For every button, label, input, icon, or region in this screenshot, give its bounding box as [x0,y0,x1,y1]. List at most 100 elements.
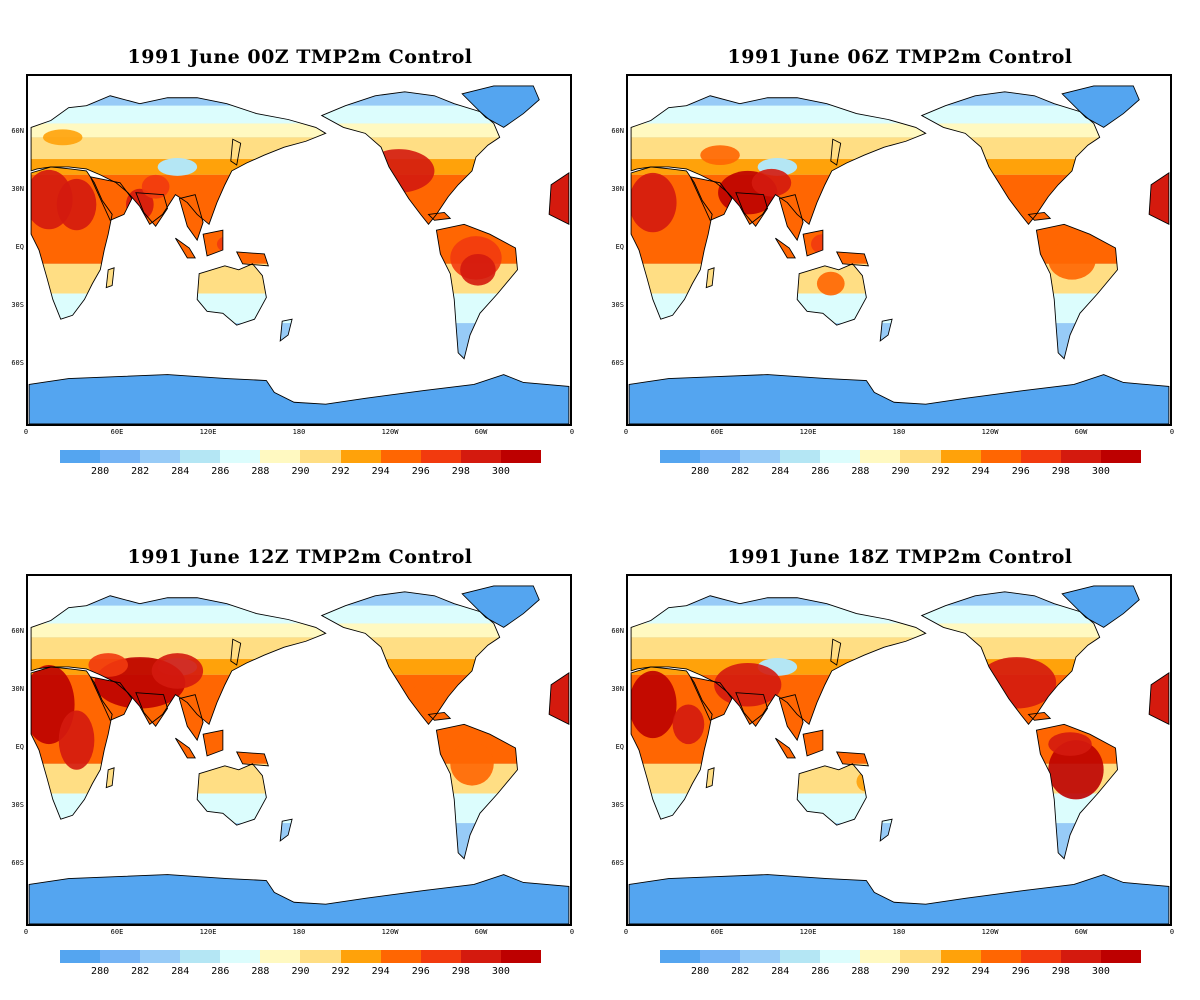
coastline-eurasia [30,595,327,726]
lat-label: EQ [615,743,624,751]
colorbar-swatch [260,950,301,963]
colorbar-swatch [380,450,421,463]
lon-label: 120W [381,928,399,936]
lat-label: EQ [615,243,624,251]
colorbar-label: 288 [251,466,270,477]
coastline-africa [30,666,113,820]
colorbar-swatch [660,950,701,963]
lon-label: 0 [23,928,29,936]
panel-title: 1991 June 00Z TMP2m Control [127,46,473,68]
coastline-samerica [1035,723,1118,860]
colorbar-swatch [500,950,541,963]
lon-label: 180 [292,428,306,436]
coastline-madagascar [105,267,115,289]
coastline-antarctica [628,874,1170,924]
colorbar-swatch [740,950,781,963]
lat-label: 30N [11,685,24,693]
coastline-japan [830,138,842,166]
coastline-greenland [461,85,540,128]
coastline-greenland [1061,585,1140,628]
colorbar-label: 294 [371,966,390,977]
colorbar-swatch [1020,450,1061,463]
coastline-samerica [435,723,518,860]
map-panel-00z: 1991 June 00Z TMP2m Control 60N 30N EQ 30S 6… [0,0,600,500]
lat-label: EQ [15,243,24,251]
colorbar-swatch [700,450,741,463]
colorbar-swatch [340,450,381,463]
coastline-madagascar [105,767,115,789]
coastline-india [135,692,168,728]
colorbar-swatch [860,450,901,463]
colorbar-swatch [300,950,341,963]
coastline-arabia [89,176,133,221]
coastline-india [135,192,168,228]
colorbar-swatch [420,450,461,463]
coastline-madagascar [705,267,715,289]
coastline-arabia [689,676,733,721]
coastline-africa [630,166,713,320]
lon-label: 120E [199,428,217,436]
colorbar-label: 288 [851,466,870,477]
coastline-india [735,692,768,728]
lon-label: 120E [799,928,817,936]
coastline-borneo [202,229,224,257]
colorbar-swatch [780,450,821,463]
colorbar-swatch [820,950,861,963]
colorbar-swatch [340,950,381,963]
lon-label: 60E [710,928,724,936]
coastline-borneo [202,729,224,757]
temperature-map [628,85,1170,424]
coastline-antarctica [28,874,570,924]
lat-label: 60N [11,627,24,635]
colorbar-swatch [220,950,261,963]
lat-label: 30S [11,301,24,309]
colorbar-swatch [220,450,261,463]
coastline-caribbean [427,711,452,721]
lon-label: 180 [292,928,306,936]
coastline-africa [630,666,713,820]
colorbar [60,950,541,963]
colorbar-swatch [460,950,501,963]
lon-label: 0 [623,928,629,936]
lon-label: 60W [474,428,488,436]
colorbar-label: 300 [1091,966,1110,977]
colorbar-swatch [1060,450,1101,463]
colorbar-swatch [460,450,501,463]
map-panel-06z: 1991 June 06Z TMP2m Control 60N 30N EQ 30S 6… [600,0,1200,500]
map-frame [626,574,1172,926]
colorbar-label: 286 [811,466,830,477]
colorbar-label: 284 [771,966,790,977]
colorbar-swatch [980,950,1021,963]
colorbar-label: 286 [811,966,830,977]
coastline-borneo [802,729,824,757]
coastline-newzealand [279,318,293,342]
coastline-africa [30,166,113,320]
colorbar [660,450,1141,463]
lon-label: 60W [1074,428,1088,436]
colorbar-swatch [940,950,981,963]
coastline-antarctica [628,374,1170,424]
coastline-caribbean [427,211,452,221]
coastline-caribbean [1027,211,1052,221]
colorbar-swatch [1100,450,1141,463]
lat-label: 60S [611,359,624,367]
coastline-australia [196,763,267,826]
coastline-japan [230,138,242,166]
map-panel-18z: 1991 June 18Z TMP2m Control 60N 30N EQ 30S 6… [600,500,1200,1000]
colorbar-swatch [180,450,221,463]
coastline-australia [796,763,867,826]
temperature-map [628,585,1170,924]
colorbar-label: 286 [211,466,230,477]
coastline-japan [830,638,842,666]
coastline-antarctica [28,374,570,424]
coastline-newguinea [835,751,869,767]
colorbar-label: 298 [1051,466,1070,477]
colorbar-label: 284 [771,466,790,477]
colorbar-label: 290 [291,966,310,977]
colorbar-label: 300 [491,466,510,477]
colorbar-swatch [300,450,341,463]
lat-label: 30S [611,301,624,309]
colorbar-label: 294 [371,466,390,477]
lon-label: 60E [710,428,724,436]
colorbar-label: 296 [411,466,430,477]
